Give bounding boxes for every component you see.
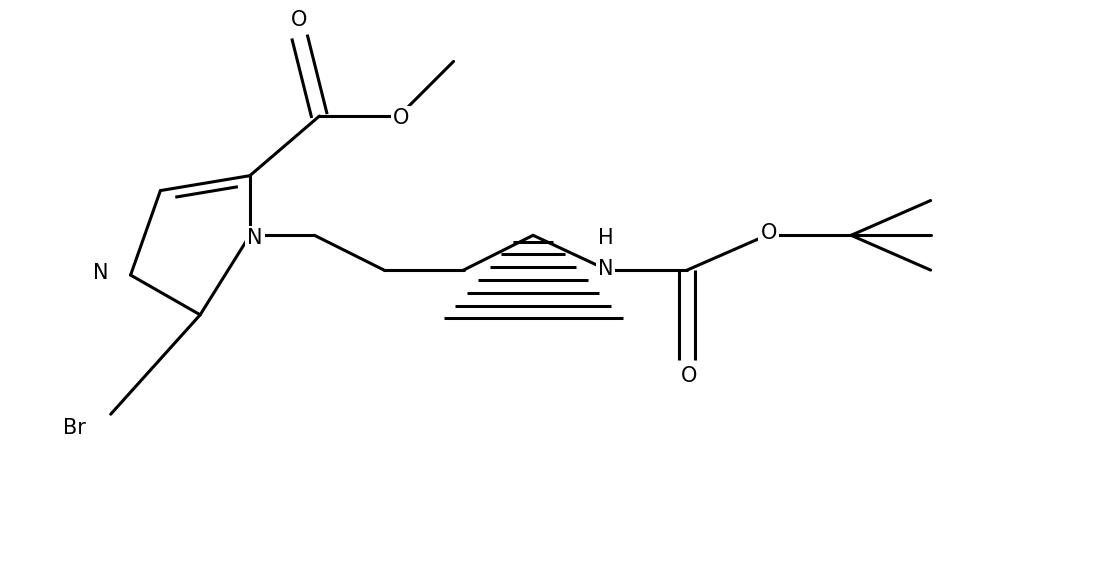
Text: O: O xyxy=(761,223,777,243)
Text: O: O xyxy=(681,367,697,386)
Text: N: N xyxy=(247,229,263,249)
Text: N: N xyxy=(598,259,614,279)
Text: O: O xyxy=(292,10,308,30)
Text: H: H xyxy=(597,229,614,249)
Text: N: N xyxy=(93,263,109,283)
Text: O: O xyxy=(392,108,409,128)
Text: Br: Br xyxy=(62,418,85,438)
